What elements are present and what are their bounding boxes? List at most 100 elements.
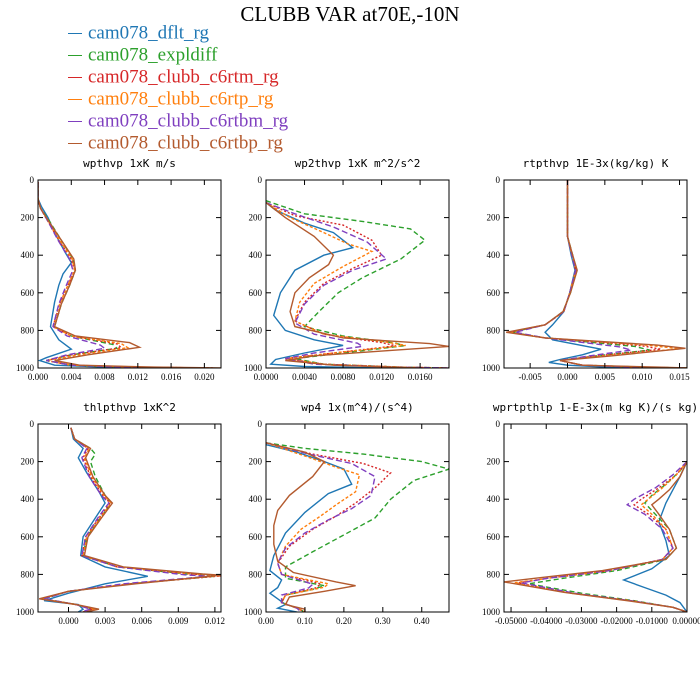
y-tick-label: 800	[249, 325, 263, 335]
x-tick-label: 0.0000	[254, 372, 279, 382]
series-line	[38, 181, 213, 368]
plot-frame	[503, 179, 688, 369]
y-tick-label: 1000	[482, 363, 501, 373]
series-line	[514, 461, 687, 612]
series-line	[266, 201, 449, 368]
legend-item: cam078_clubb_c6rtbp_rg	[68, 132, 288, 154]
y-tick-label: 200	[249, 213, 263, 223]
y-tick-label: 1000	[244, 363, 263, 373]
legend: cam078_dflt_rg cam078_expldiff cam078_cl…	[68, 22, 288, 154]
series-line	[266, 444, 353, 612]
legend-label: cam078_clubb_c6rtm_rg	[88, 66, 279, 88]
series-line	[38, 181, 213, 368]
series-line	[38, 181, 221, 368]
legend-swatch-1	[68, 55, 82, 56]
y-tick-label: 600	[21, 532, 35, 542]
x-tick-label: -0.05000	[495, 616, 528, 626]
series-line	[266, 442, 392, 612]
legend-swatch-2	[68, 77, 82, 78]
x-tick-label: 0.012	[205, 616, 225, 626]
y-tick-label: 400	[249, 250, 263, 260]
y-tick-label: 600	[249, 288, 263, 298]
legend-item: cam078_clubb_c6rtp_rg	[68, 88, 288, 110]
legend-label: cam078_clubb_c6rtbm_rg	[88, 110, 289, 132]
y-tick-label: 200	[487, 457, 501, 467]
y-tick-label: 0	[258, 419, 263, 429]
x-tick-label: 0.30	[375, 616, 391, 626]
x-tick-label: 0.016	[161, 372, 182, 382]
y-tick-label: 800	[249, 569, 263, 579]
series-line	[266, 442, 356, 612]
y-tick-label: 400	[487, 494, 501, 504]
y-tick-label: 1000	[16, 363, 35, 373]
legend-swatch-3	[68, 99, 82, 100]
legend-item: cam078_dflt_rg	[68, 22, 288, 44]
y-tick-label: 0	[496, 175, 501, 185]
x-tick-label: 0.40	[414, 616, 430, 626]
series-line	[515, 180, 687, 368]
y-tick-label: 600	[21, 288, 35, 298]
chart-title: CLUBB VAR at70E,-10N	[240, 2, 460, 26]
series-line	[266, 202, 382, 368]
y-tick-label: 200	[249, 457, 263, 467]
y-tick-label: 0	[30, 419, 35, 429]
plot-frame	[37, 179, 222, 369]
y-tick-label: 600	[487, 532, 501, 542]
y-tick-label: 400	[21, 250, 35, 260]
x-tick-label: 0.000	[58, 616, 79, 626]
y-tick-label: 800	[487, 569, 501, 579]
y-tick-label: 400	[249, 494, 263, 504]
x-tick-label: 0.20	[336, 616, 352, 626]
y-tick-label: 400	[487, 250, 501, 260]
plot-frame	[265, 179, 450, 369]
x-tick-label: 0.008	[94, 372, 115, 382]
x-tick-label: 0.012	[128, 372, 148, 382]
x-tick-label: -0.02000	[600, 616, 633, 626]
y-tick-label: 200	[21, 457, 35, 467]
series-line	[266, 202, 449, 368]
legend-label: cam078_expldiff	[88, 44, 218, 66]
series-line	[266, 442, 376, 612]
x-tick-label: 0.00	[258, 616, 274, 626]
series-line	[504, 461, 687, 612]
panel-title: wp4 1x(m^4)/(s^4)	[301, 401, 414, 414]
x-tick-label: 0.009	[168, 616, 189, 626]
x-tick-label: 0.010	[632, 372, 653, 382]
x-tick-label: 0.003	[95, 616, 116, 626]
x-tick-label: 0.015	[669, 372, 690, 382]
legend-label: cam078_clubb_c6rtbp_rg	[88, 132, 283, 154]
panel-title: wprtpthlp 1-E-3x(m kg K)/(s kg)	[493, 401, 698, 414]
y-tick-label: 800	[21, 325, 35, 335]
series-line	[509, 180, 687, 368]
x-tick-label: -0.04000	[530, 616, 563, 626]
series-line	[266, 200, 449, 368]
series-line	[38, 181, 205, 368]
legend-swatch-4	[68, 121, 82, 122]
plot-frame	[503, 423, 688, 613]
y-tick-label: 600	[249, 532, 263, 542]
x-tick-label: 0.00000	[672, 616, 700, 626]
y-tick-label: 1000	[16, 607, 35, 617]
y-tick-label: 800	[487, 325, 501, 335]
plot-frame	[265, 423, 450, 613]
series-line	[506, 180, 687, 368]
x-tick-label: 0.0080	[331, 372, 356, 382]
y-tick-label: 600	[487, 288, 501, 298]
x-tick-label: -0.01000	[636, 616, 669, 626]
x-tick-label: -0.03000	[565, 616, 598, 626]
series-line	[43, 427, 209, 612]
panel-title: wpthvp 1xK m/s	[83, 157, 176, 170]
y-tick-label: 800	[21, 569, 35, 579]
y-tick-label: 0	[30, 175, 35, 185]
series-line	[266, 442, 361, 612]
x-tick-label: 0.000	[557, 372, 578, 382]
y-tick-label: 1000	[244, 607, 263, 617]
x-tick-label: 0.000	[28, 372, 49, 382]
legend-item: cam078_clubb_c6rtbm_rg	[68, 110, 288, 132]
x-tick-label: 0.004	[61, 372, 82, 382]
x-tick-label: 0.0120	[369, 372, 394, 382]
panel-title: thlpthvp 1xK^2	[83, 401, 176, 414]
series-line	[266, 202, 449, 368]
series-line	[544, 180, 687, 368]
